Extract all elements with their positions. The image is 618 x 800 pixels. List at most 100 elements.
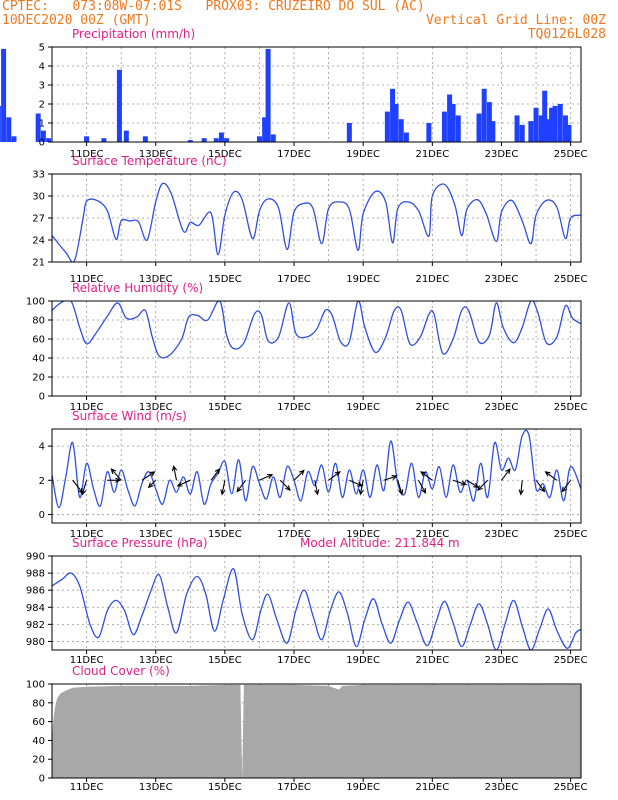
precip-bar bbox=[265, 48, 271, 142]
precip-bar bbox=[116, 69, 122, 142]
pres-title: Surface Pressure (hPa) bbox=[72, 536, 208, 550]
wind-xtick-label: 17DEC bbox=[277, 529, 311, 540]
cloud-ytick-label: 60 bbox=[32, 717, 45, 728]
pres-subtitle: Model Altitude: 211.844 m bbox=[300, 536, 460, 550]
wind-vector-head bbox=[334, 471, 341, 477]
wind-xtick-label: 25DEC bbox=[554, 529, 588, 540]
rh-title: Relative Humidity (%) bbox=[72, 281, 203, 295]
pres-ytick-label: 982 bbox=[26, 620, 45, 631]
precip-bar bbox=[566, 124, 572, 142]
precip-bar bbox=[218, 132, 224, 142]
precip-xtick-label: 13DEC bbox=[139, 149, 173, 160]
wind-vector bbox=[501, 468, 511, 481]
rh-ytick-label: 20 bbox=[32, 373, 45, 384]
wind-ytick-label: 4 bbox=[39, 442, 45, 453]
temp-ytick-label: 27 bbox=[32, 214, 45, 225]
pres-xtick-label: 23DEC bbox=[485, 655, 519, 666]
precip-bar bbox=[545, 119, 551, 142]
cloud-title: Cloud Cover (%) bbox=[72, 664, 170, 678]
cloud-xtick-label: 17DEC bbox=[277, 782, 311, 793]
wind-vector bbox=[173, 466, 178, 481]
precip-bar bbox=[476, 113, 482, 142]
wind-vector-head bbox=[314, 489, 320, 496]
wind-vector bbox=[383, 475, 397, 481]
wind-vector bbox=[279, 479, 291, 491]
temp-xtick-label: 19DEC bbox=[346, 274, 380, 285]
precip-bar bbox=[542, 90, 548, 142]
cloud-area bbox=[52, 684, 581, 778]
wind-vector-head bbox=[561, 486, 567, 493]
pres-xtick-label: 15DEC bbox=[208, 655, 242, 666]
cloud-xtick-label: 11DEC bbox=[70, 782, 104, 793]
precip-title: Precipitation (mm/h) bbox=[72, 27, 195, 41]
rh-xtick-label: 19DEC bbox=[346, 402, 380, 413]
wind-vector-head bbox=[476, 485, 483, 492]
wind-vector-head bbox=[505, 468, 511, 475]
cloud-ytick-label: 20 bbox=[32, 755, 45, 766]
precip-bar bbox=[40, 130, 46, 142]
rh-ytick-label: 40 bbox=[32, 354, 45, 365]
temp-ytick-label: 24 bbox=[32, 236, 45, 247]
precip-bar bbox=[552, 105, 558, 142]
precip-bar bbox=[490, 121, 496, 142]
rh-xtick-label: 17DEC bbox=[277, 402, 311, 413]
cloud-xtick-label: 21DEC bbox=[415, 782, 449, 793]
cloud-xtick-label: 13DEC bbox=[139, 782, 173, 793]
precip-bar bbox=[393, 104, 399, 142]
wind-vector bbox=[81, 480, 88, 495]
precip-bar bbox=[481, 88, 487, 142]
pres-xtick-label: 25DEC bbox=[554, 655, 588, 666]
pres-xtick-label: 11DEC bbox=[70, 655, 104, 666]
precip-bar bbox=[84, 136, 90, 142]
rh-xtick-label: 25DEC bbox=[554, 402, 588, 413]
rh-line bbox=[52, 301, 581, 359]
temp-xtick-label: 11DEC bbox=[70, 274, 104, 285]
wind-vector-head bbox=[358, 489, 364, 496]
pres-ytick-label: 984 bbox=[26, 603, 45, 614]
wind-ytick-label: 2 bbox=[39, 476, 45, 487]
wind-vector bbox=[397, 480, 403, 495]
temp-ytick-label: 30 bbox=[32, 192, 45, 203]
wind-vector-head bbox=[149, 471, 156, 477]
wind-vector-head bbox=[176, 481, 183, 487]
wind-xtick-label: 21DEC bbox=[415, 529, 449, 540]
wind-vector bbox=[236, 479, 247, 492]
precip-bar bbox=[256, 136, 262, 142]
wind-vector-head bbox=[539, 486, 546, 493]
pres-line bbox=[52, 568, 581, 650]
precip-bar bbox=[538, 115, 544, 142]
precip-bar bbox=[187, 140, 193, 142]
precip-bar bbox=[142, 136, 148, 142]
header: CPTEC: 073:08W-07:01S PROX03: CRUZEIRO D… bbox=[0, 0, 618, 46]
precip-ytick-label: 2 bbox=[39, 100, 45, 111]
precip-xtick-label: 17DEC bbox=[277, 149, 311, 160]
precip-ytick-label: 5 bbox=[39, 43, 45, 54]
wind-vector bbox=[141, 471, 155, 481]
precip-bar bbox=[514, 115, 520, 142]
temp-xtick-label: 13DEC bbox=[139, 274, 173, 285]
wind-vector bbox=[420, 471, 433, 481]
wind-vector-head bbox=[81, 489, 87, 496]
wind-vector-head bbox=[171, 465, 178, 472]
temp-title: Surface Temperature (nC) bbox=[72, 154, 227, 168]
wind-vector-head bbox=[214, 468, 221, 475]
wind-xtick-label: 13DEC bbox=[139, 529, 173, 540]
wind-title: Surface Wind (m/s) bbox=[72, 409, 187, 423]
wind-vector bbox=[177, 479, 191, 487]
precip-bar bbox=[486, 102, 492, 142]
precip-bar bbox=[533, 107, 539, 142]
temp-xtick-label: 25DEC bbox=[554, 274, 588, 285]
wind-vector-head bbox=[420, 471, 427, 477]
wind-vector bbox=[535, 479, 545, 492]
precip-bar bbox=[262, 117, 268, 142]
precip-bar bbox=[426, 123, 432, 142]
cloud-ytick-label: 0 bbox=[39, 774, 45, 785]
precip-xtick-label: 21DEC bbox=[415, 149, 449, 160]
wind-panel bbox=[48, 428, 582, 527]
cloud-frame bbox=[51, 683, 582, 779]
wind-vector bbox=[314, 480, 319, 495]
precip-bar bbox=[441, 111, 447, 142]
precip-frame bbox=[51, 46, 582, 143]
precip-xtick-label: 25DEC bbox=[554, 149, 588, 160]
wind-line bbox=[52, 429, 581, 509]
